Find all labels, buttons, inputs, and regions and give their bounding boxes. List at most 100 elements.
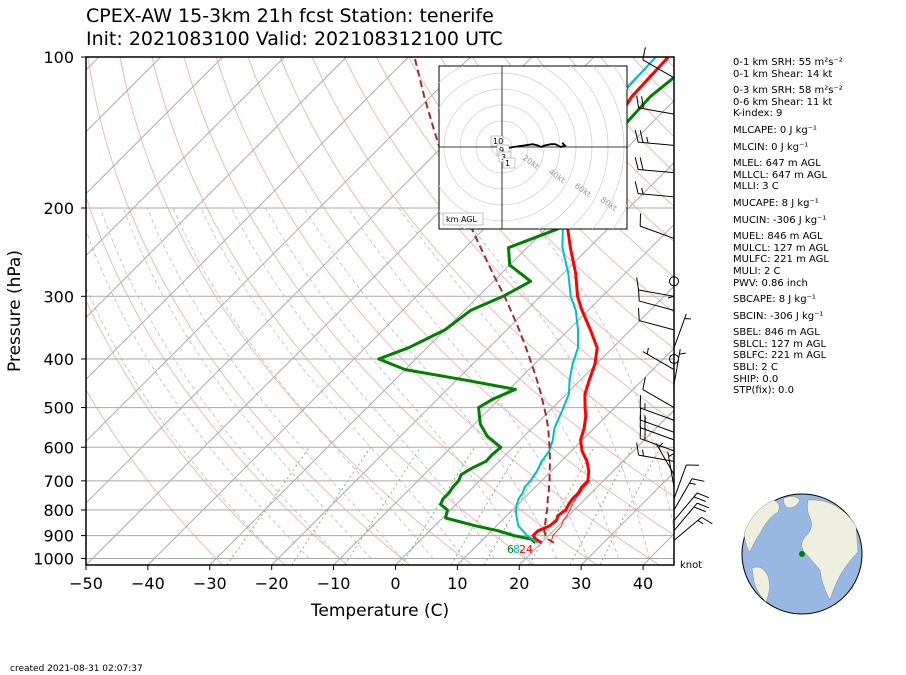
hodograph-frame — [438, 65, 628, 230]
hodograph-height-label: 9 — [499, 146, 504, 155]
index-sbcin: SBCIN: -306 J kg⁻¹ — [733, 310, 824, 322]
index-mulcl: MULCL: 127 m AGL — [733, 242, 829, 254]
wind-barb — [639, 414, 675, 441]
mixing-ratio-line — [401, 447, 475, 565]
y-tick-label: 500 — [43, 399, 74, 418]
dry-adiabat-line — [247, 57, 674, 536]
index-mucape: MUCAPE: 8 J kg⁻¹ — [733, 197, 819, 209]
isotherm-line — [86, 57, 285, 257]
dewpoint-profile — [377, 75, 674, 544]
wind-barb — [636, 95, 675, 115]
wetbulb-surface-label: 8 — [513, 543, 520, 556]
x-tick-label: −40 — [131, 574, 165, 593]
x-tick-label: 40 — [633, 574, 653, 593]
hodograph-height-box — [502, 157, 516, 169]
globe-land-africa-europe — [801, 499, 859, 601]
index-shear01: 0-1 km Shear: 14 kt — [733, 68, 833, 80]
globe-land-americas — [743, 499, 780, 553]
moist-adiabat-line — [231, 207, 496, 559]
index-srh01: 0-1 km SRH: 55 m²s⁻² — [733, 57, 843, 68]
plot-frame — [85, 56, 675, 566]
dry-adiabat-line — [471, 57, 674, 278]
wind-barb — [637, 307, 675, 331]
x-axis-label: Temperature (C) — [310, 601, 449, 621]
index-ship: SHIP: 0.0 — [733, 373, 779, 385]
y-tick-label: 800 — [43, 501, 74, 520]
x-tick-label: 20 — [509, 574, 529, 593]
wind-barb — [642, 47, 675, 79]
dry-adiabat-line — [86, 195, 349, 565]
station-marker — [799, 551, 805, 557]
wind-barb — [667, 451, 675, 488]
globe-locator-map — [741, 493, 863, 615]
hodograph-height-label: 3 — [501, 153, 506, 162]
dry-adiabat-line — [151, 57, 536, 565]
indices-panel: 0-1 km SRH: 55 m²s⁻² 0-1 km Shear: 14 kt 0… — [733, 57, 843, 397]
moist-adiabat-line — [200, 207, 465, 559]
x-tick-label: −10 — [317, 574, 351, 593]
wind-barb — [673, 478, 705, 511]
wind-barb — [669, 276, 679, 287]
wind-barb — [673, 313, 691, 348]
mixing-ratio-line — [450, 447, 522, 565]
chart-subtitle: Init: 2021083100 Valid: 202108312100 UTC — [86, 28, 503, 50]
dry-adiabat-line — [439, 57, 674, 314]
isotherm-line — [86, 57, 471, 442]
index-mllcl: MLLCL: 647 m AGL — [733, 169, 828, 181]
dry-adiabat-line — [86, 388, 224, 565]
index-mlcape: MLCAPE: 0 J kg⁻¹ — [733, 124, 818, 136]
dry-adiabat-line — [119, 57, 474, 565]
index-sbcape: SBCAPE: 8 J kg⁻¹ — [733, 294, 816, 306]
mixing-ratio-line — [569, 447, 633, 565]
isotherm-line — [209, 100, 674, 565]
wind-barb — [642, 377, 675, 409]
wind-barb — [637, 288, 675, 311]
wind-barb — [634, 157, 675, 174]
x-tick-label: −20 — [255, 574, 289, 593]
index-muel: MUEL: 846 m AGL — [733, 231, 823, 243]
dewpoint-surface-label: 6 — [507, 543, 514, 556]
x-tick-label: 0 — [390, 574, 400, 593]
x-tick-label: −50 — [69, 574, 103, 593]
isotherm-line — [580, 471, 674, 565]
moist-adiabat-line — [303, 207, 557, 559]
moist-adiabat-line — [122, 207, 372, 559]
index-mlli: MLLI: 3 C — [733, 181, 779, 193]
index-mulfc: MULFC: 221 m AGL — [733, 254, 829, 266]
index-stp: STP(fix): 0.0 — [733, 385, 794, 397]
dry-adiabat-line — [889, 57, 906, 569]
x-tick-label: 30 — [571, 574, 591, 593]
y-tick-label: 1000 — [33, 550, 74, 569]
index-mlel: MLEL: 647 m AGL — [733, 158, 821, 170]
index-shear06: 0-6 km Shear: 11 kt — [733, 96, 833, 108]
isotherm-line — [271, 161, 674, 565]
globe-land-southamerica — [751, 566, 770, 603]
index-sbel: SBEL: 846 m AGL — [733, 327, 820, 339]
wind-barb — [673, 349, 686, 385]
isotherm-line — [457, 347, 674, 565]
y-tick-label: 100 — [43, 48, 74, 67]
mixing-ratio-line — [344, 447, 422, 565]
hodograph-label-box — [442, 212, 484, 226]
wind-barb — [634, 129, 675, 146]
isotherm-line — [333, 223, 674, 565]
created-timestamp: created 2021-08-31 02:07:37 — [10, 664, 143, 674]
index-pwv: PWV: 0.86 inch — [733, 277, 808, 289]
isotherm-line — [518, 409, 674, 565]
chart-title: CPEX-AW 15-3km 21h fcst Station: tenerif… — [86, 5, 494, 27]
wind-barb — [639, 213, 675, 239]
moist-adiabat-line — [146, 207, 403, 559]
y-tick-label: 900 — [43, 527, 74, 546]
globe-land-greenland — [783, 496, 801, 509]
y-tick-label: 300 — [43, 287, 74, 306]
temperature-surface-label: 24 — [519, 543, 533, 556]
dry-adiabat-line — [343, 57, 674, 423]
index-mucin: MUCIN: -306 J kg⁻¹ — [733, 214, 827, 226]
y-axis-label: Pressure (hPa) — [5, 250, 25, 372]
wind-barb — [673, 492, 710, 521]
dry-adiabat-line — [183, 57, 598, 565]
wind-barb — [636, 442, 675, 462]
x-tick-label: 10 — [447, 574, 467, 593]
isotherm-line — [395, 285, 674, 565]
virtual_temperature-profile — [550, 480, 591, 543]
